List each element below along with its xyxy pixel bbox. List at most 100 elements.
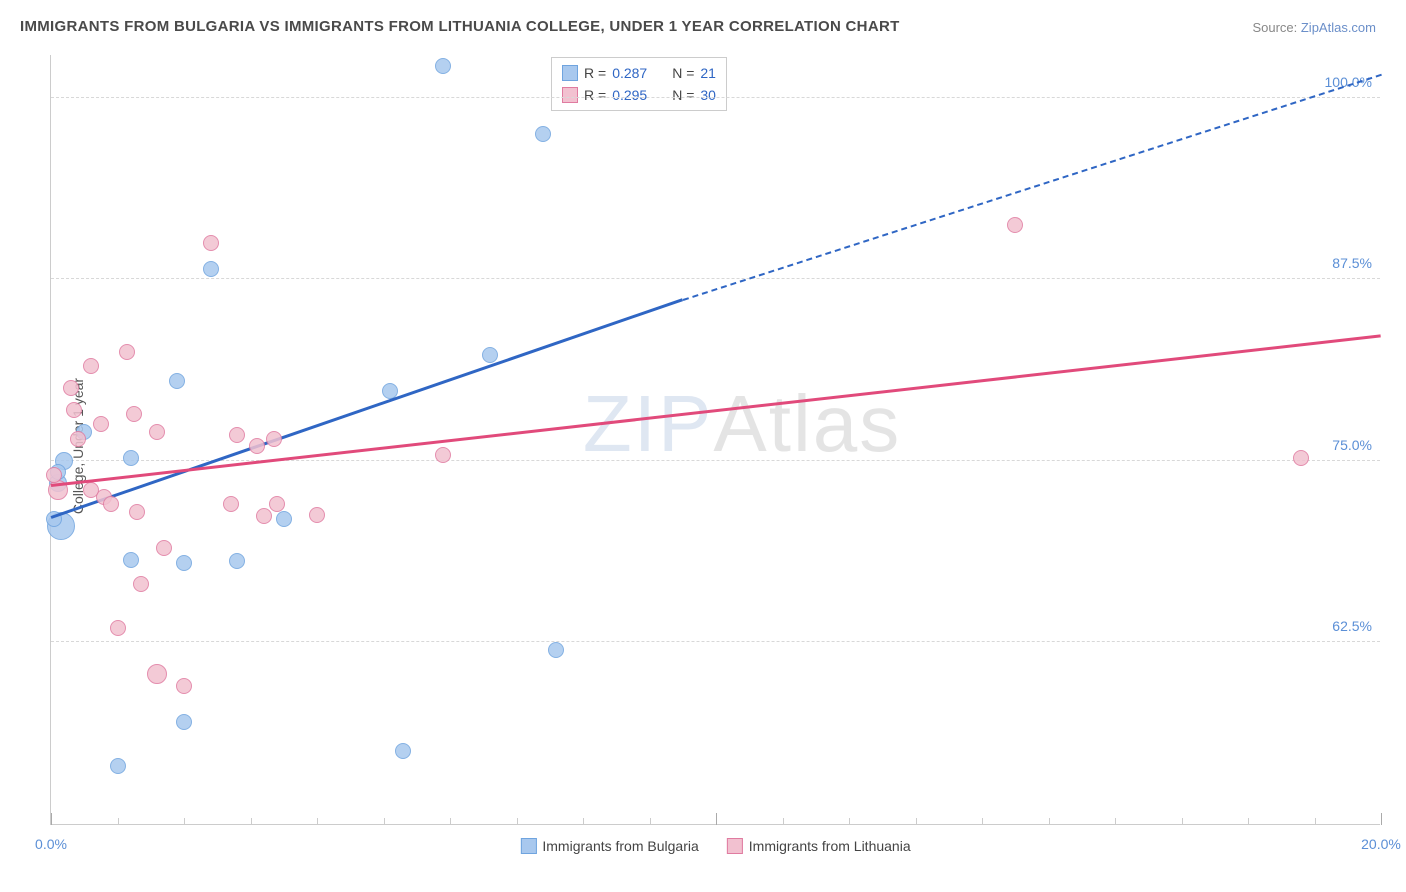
data-point — [256, 508, 272, 524]
data-point — [149, 424, 165, 440]
data-point — [83, 358, 99, 374]
gridline — [51, 641, 1380, 642]
x-tick — [716, 813, 717, 825]
data-point — [176, 555, 192, 571]
source-link[interactable]: ZipAtlas.com — [1301, 20, 1376, 35]
trend-line — [51, 299, 684, 519]
n-value: 21 — [700, 65, 716, 81]
data-point — [123, 450, 139, 466]
r-value: 0.287 — [612, 65, 660, 81]
data-point — [435, 447, 451, 463]
data-point — [156, 540, 172, 556]
r-label: R = — [584, 65, 606, 81]
y-tick-label: 62.5% — [1332, 618, 1372, 634]
data-point — [103, 496, 119, 512]
x-tick — [1315, 818, 1316, 825]
data-point — [203, 235, 219, 251]
data-point — [126, 406, 142, 422]
x-tick — [317, 818, 318, 825]
r-value: 0.295 — [612, 87, 660, 103]
x-tick — [849, 818, 850, 825]
data-point — [93, 416, 109, 432]
gridline — [51, 278, 1380, 279]
x-tick — [783, 818, 784, 825]
r-label: R = — [584, 87, 606, 103]
data-point — [548, 642, 564, 658]
legend-swatch — [562, 87, 578, 103]
x-tick-label: 0.0% — [35, 836, 67, 852]
y-tick-label: 75.0% — [1332, 437, 1372, 453]
legend-swatch — [562, 65, 578, 81]
data-point — [110, 758, 126, 774]
x-tick — [1248, 818, 1249, 825]
data-point — [66, 402, 82, 418]
chart-title: IMMIGRANTS FROM BULGARIA VS IMMIGRANTS F… — [20, 18, 900, 35]
data-point — [1007, 217, 1023, 233]
x-tick — [982, 818, 983, 825]
data-point — [46, 467, 62, 483]
x-tick — [517, 818, 518, 825]
gridline — [51, 97, 1380, 98]
x-tick — [1182, 818, 1183, 825]
legend-swatch — [520, 838, 536, 854]
x-tick — [583, 818, 584, 825]
data-point — [223, 496, 239, 512]
legend-item: Immigrants from Lithuania — [727, 838, 911, 854]
trend-line-dashed — [682, 74, 1381, 301]
n-value: 30 — [700, 87, 716, 103]
x-tick — [51, 813, 52, 825]
data-point — [83, 482, 99, 498]
data-point — [110, 620, 126, 636]
x-tick — [650, 818, 651, 825]
x-tick — [1049, 818, 1050, 825]
data-point — [266, 431, 282, 447]
data-point — [1293, 450, 1309, 466]
x-tick — [118, 818, 119, 825]
data-point — [70, 431, 86, 447]
n-label: N = — [672, 65, 694, 81]
data-point — [133, 576, 149, 592]
watermark: ZIPAtlas — [583, 378, 901, 470]
source-attribution: Source: ZipAtlas.com — [1252, 20, 1376, 35]
plot-area: ZIPAtlas R = 0.287N = 21R = 0.295N = 30 … — [50, 55, 1380, 825]
trend-line — [51, 335, 1381, 487]
n-label: N = — [672, 87, 694, 103]
data-point — [229, 553, 245, 569]
legend-series: Immigrants from Bulgaria Immigrants from … — [520, 838, 910, 854]
legend-item: Immigrants from Bulgaria — [520, 838, 698, 854]
data-point — [176, 678, 192, 694]
data-point — [147, 664, 167, 684]
source-prefix: Source: — [1252, 20, 1300, 35]
x-tick — [450, 818, 451, 825]
legend-stats-row: R = 0.287 N = 21 — [562, 62, 716, 84]
data-point — [176, 714, 192, 730]
data-point — [63, 380, 79, 396]
data-point — [169, 373, 185, 389]
x-tick — [916, 818, 917, 825]
data-point — [276, 511, 292, 527]
x-tick-label: 20.0% — [1361, 836, 1401, 852]
data-point — [535, 126, 551, 142]
data-point — [129, 504, 145, 520]
data-point — [435, 58, 451, 74]
legend-label: Immigrants from Bulgaria — [542, 838, 698, 854]
data-point — [203, 261, 219, 277]
data-point — [249, 438, 265, 454]
legend-label: Immigrants from Lithuania — [749, 838, 911, 854]
y-tick-label: 100.0% — [1325, 74, 1372, 90]
legend-stats-row: R = 0.295 N = 30 — [562, 84, 716, 106]
y-tick-label: 87.5% — [1332, 255, 1372, 271]
data-point — [123, 552, 139, 568]
x-tick — [1381, 813, 1382, 825]
x-tick — [184, 818, 185, 825]
data-point — [269, 496, 285, 512]
data-point — [119, 344, 135, 360]
data-point — [482, 347, 498, 363]
x-tick — [251, 818, 252, 825]
data-point — [395, 743, 411, 759]
data-point — [229, 427, 245, 443]
legend-swatch — [727, 838, 743, 854]
data-point — [309, 507, 325, 523]
x-tick — [384, 818, 385, 825]
legend-statistics: R = 0.287 N = 21 R = 0.295 N = 30 — [551, 57, 727, 111]
